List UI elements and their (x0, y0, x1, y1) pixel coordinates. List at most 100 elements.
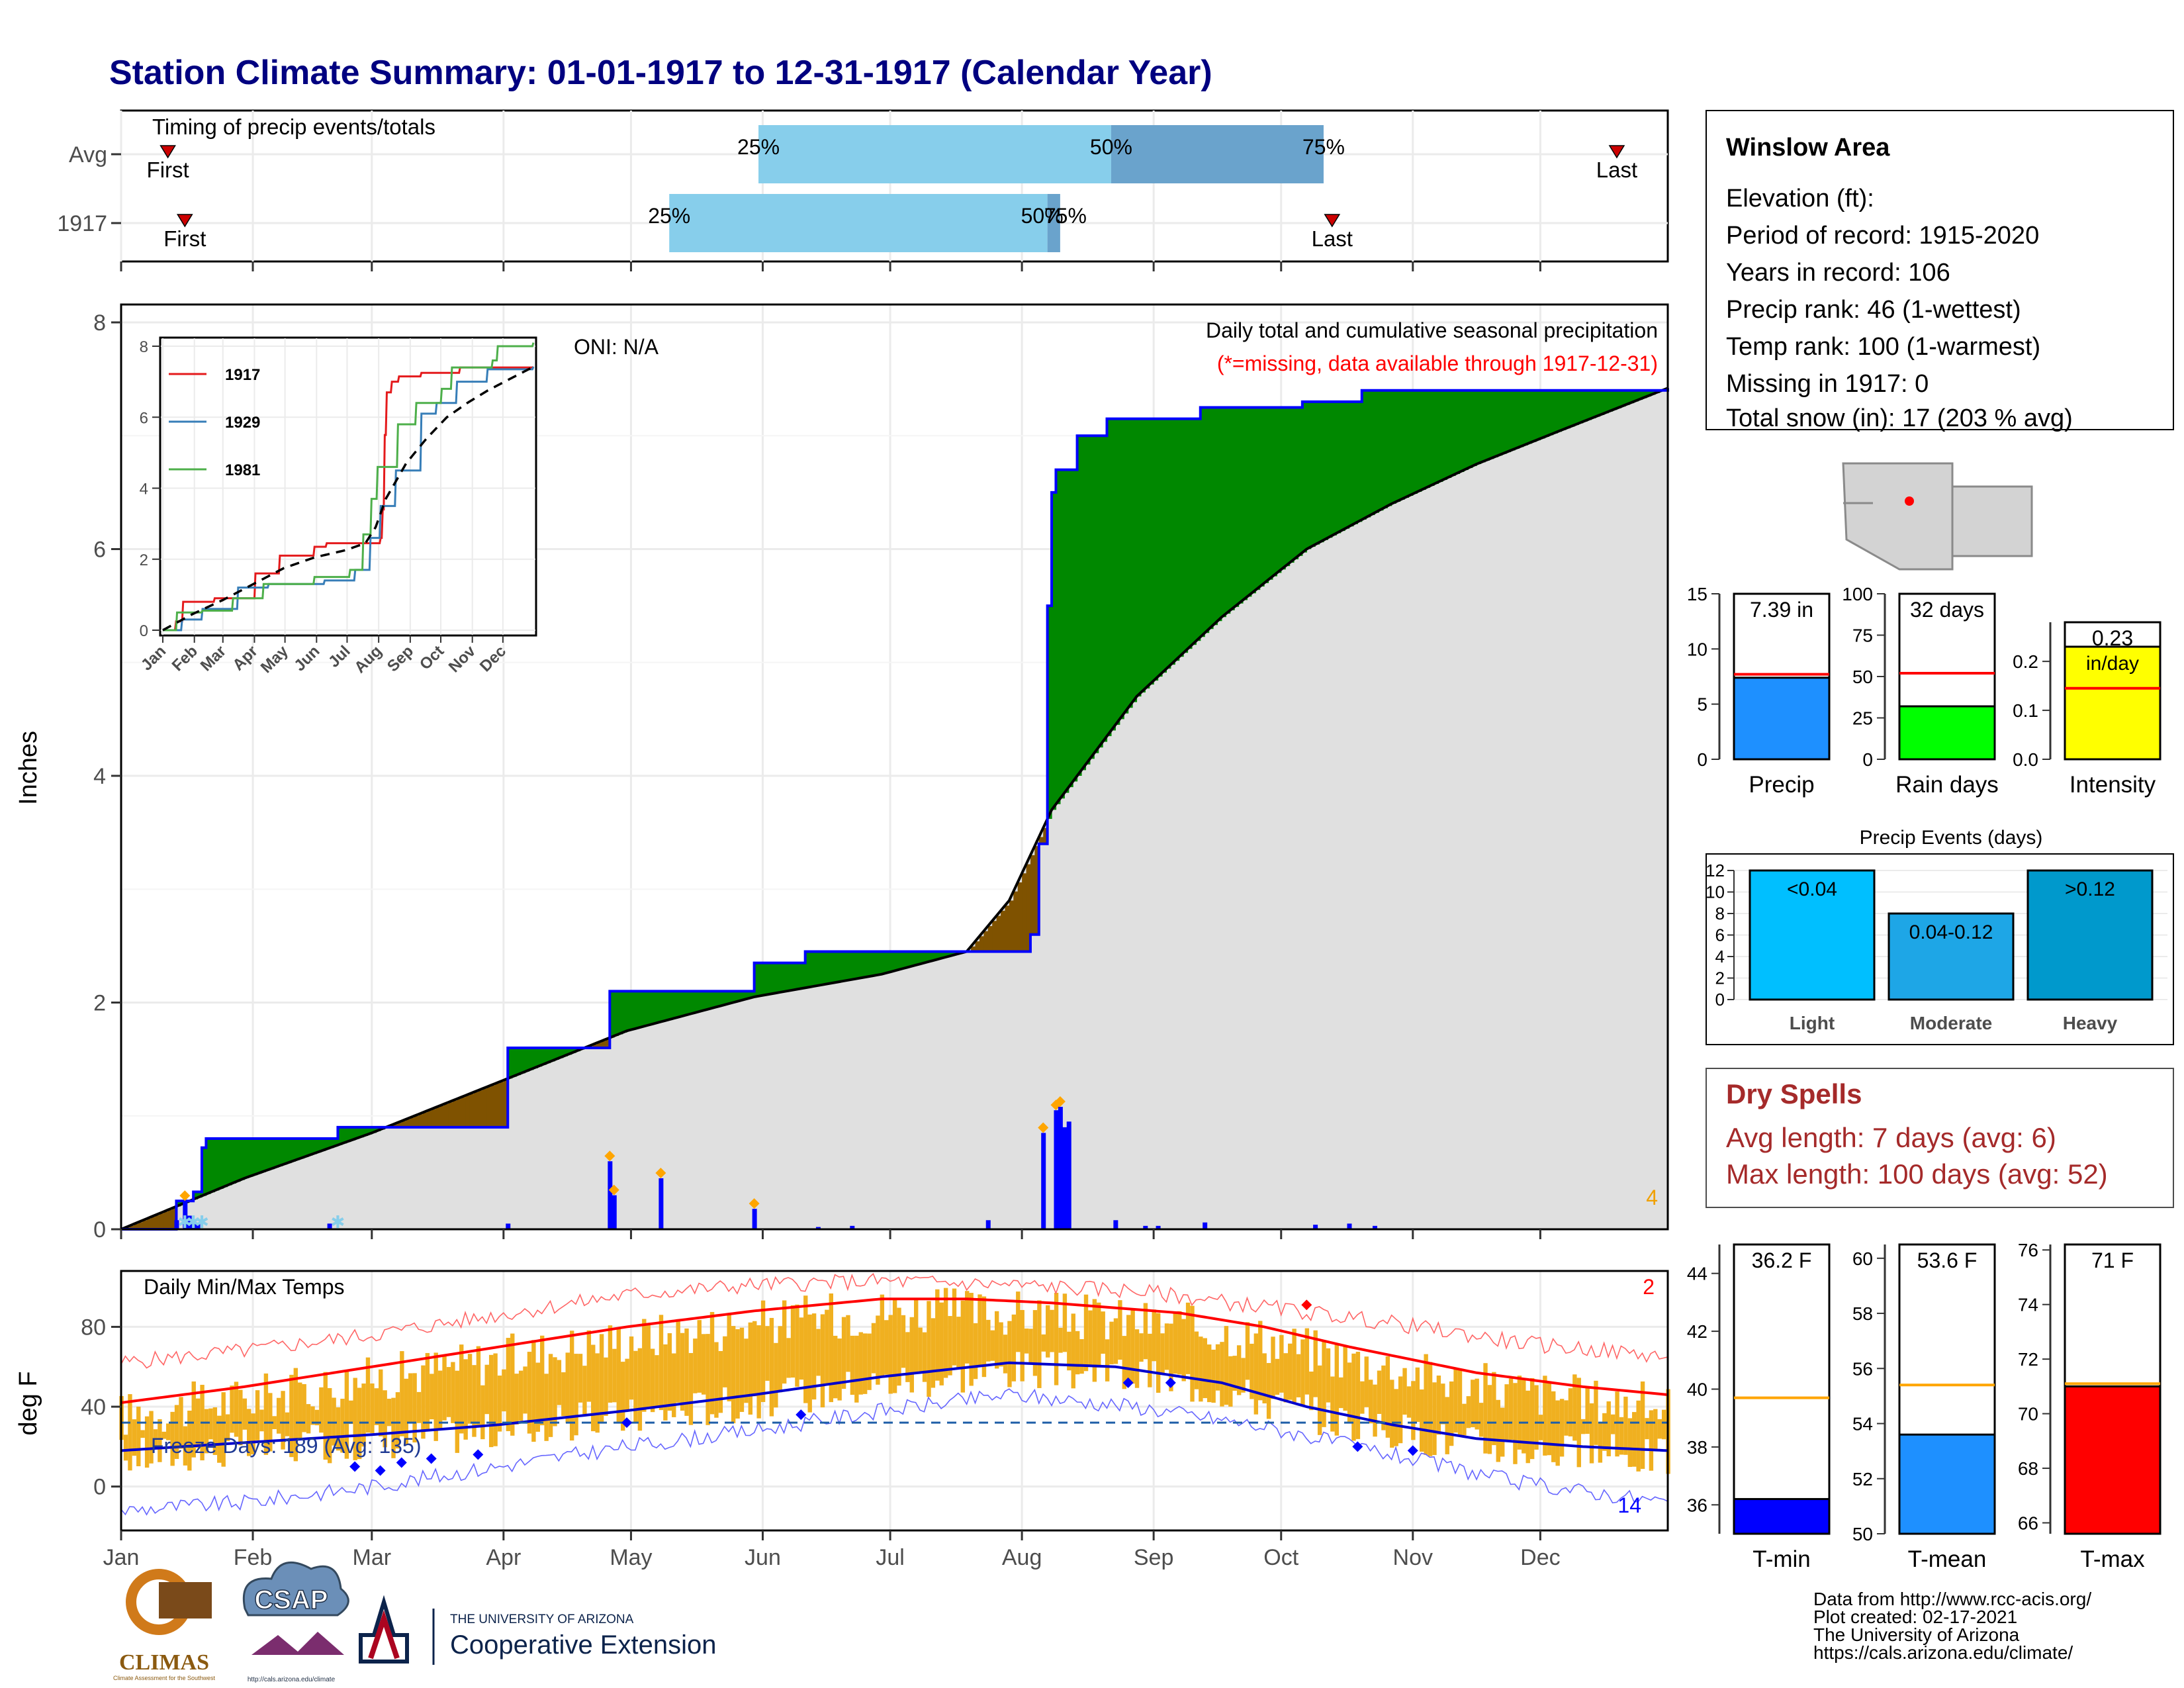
daily-temp-bar (659, 1315, 664, 1411)
daily-temp-bar (1118, 1300, 1122, 1360)
daily-temp-bar (1007, 1321, 1012, 1387)
below-avg-fill (1013, 891, 1019, 952)
below-avg-fill (490, 1085, 496, 1127)
daily-temp-bar (905, 1332, 910, 1382)
daily-temp-bar (446, 1367, 451, 1417)
above-avg-fill (915, 951, 921, 965)
above-avg-fill (1103, 436, 1108, 742)
daily-temp-bar (412, 1373, 417, 1443)
daily-temp-bar (935, 1289, 940, 1381)
timing-first-marker (176, 214, 193, 228)
timing-p25-label: 25% (737, 135, 780, 159)
above-avg-fill (622, 991, 627, 1033)
daily-temp-bar (1194, 1331, 1199, 1389)
daily-temp-bar (1406, 1386, 1412, 1418)
mini-y-tick-label: 58 (1852, 1303, 1873, 1324)
below-avg-fill (592, 1044, 598, 1048)
below-avg-fill (605, 1039, 610, 1048)
daily-precip-bar (608, 1161, 613, 1229)
daily-temp-bar (1415, 1367, 1420, 1423)
daily-temp-bar (1092, 1299, 1097, 1382)
above-avg-fill (1463, 390, 1469, 471)
above-avg-fill (762, 962, 768, 996)
avg-cumulative-line (120, 387, 1668, 1231)
mini-x-label: Intensity (2070, 772, 2156, 798)
daily-temp-bar (225, 1414, 230, 1441)
above-avg-fill (1421, 390, 1426, 491)
temp-y-axis-label: deg F (15, 1371, 42, 1435)
above-avg-fill (1489, 390, 1494, 459)
daily-precip-bar (1054, 1110, 1059, 1229)
daily-temp-bar (739, 1327, 745, 1412)
daily-temp-bar (591, 1344, 596, 1432)
above-avg-fill (316, 1139, 322, 1153)
daily-temp-bar (374, 1388, 379, 1425)
daily-temp-bar (608, 1325, 613, 1403)
footer-credits: Data from http://www.rcc-acis.org/ Plot … (1813, 1589, 2091, 1663)
above-avg-fill (1161, 418, 1167, 673)
above-avg-fill (1349, 401, 1354, 527)
above-avg-fill (355, 1127, 360, 1139)
above-avg-fill (334, 1139, 339, 1147)
climas-logo-text: CLIMAS (119, 1650, 209, 1675)
daily-temp-bar (208, 1408, 213, 1440)
above-avg-fill (1323, 401, 1328, 540)
daily-temp-bar (472, 1365, 477, 1437)
daily-temp-bar (1232, 1356, 1237, 1391)
daily-temp-bar (990, 1330, 995, 1361)
above-avg-fill (269, 1139, 275, 1170)
daily-temp-bar (978, 1294, 982, 1367)
above-avg-fill (877, 951, 882, 975)
above-avg-fill (218, 1139, 224, 1189)
daily-temp-bar (1330, 1376, 1335, 1432)
daily-temp-bar (1627, 1418, 1633, 1468)
daily-temp-bar (506, 1338, 511, 1431)
daily-temp-bar (1351, 1353, 1356, 1441)
events-y-tick-label: 8 (1715, 904, 1725, 923)
station-line-precip-rank: Precip rank: 46 (1-wettest) (1726, 296, 2021, 324)
above-avg-fill (1549, 390, 1554, 436)
precip-plot-frame (120, 303, 1669, 1231)
events-bar (2026, 869, 2154, 1001)
daily-temp-bar (1390, 1380, 1394, 1448)
above-avg-fill (1264, 407, 1269, 583)
daily-temp-bar (1279, 1335, 1284, 1393)
daily-temp-bar (344, 1371, 349, 1459)
record-low-marker (349, 1461, 361, 1472)
below-avg-fill (975, 941, 980, 952)
daily-temp-bar (1245, 1322, 1250, 1380)
above-avg-fill (312, 1139, 317, 1154)
above-avg-fill (1328, 401, 1333, 538)
daily-temp-bar (1215, 1344, 1220, 1391)
above-avg-fill (1208, 407, 1214, 630)
ua-block-a-inner (368, 1610, 400, 1660)
temp-avg-max-line (120, 1297, 1668, 1405)
above-avg-fill (1447, 390, 1452, 479)
above-avg-fill (1298, 407, 1303, 556)
above-avg-fill (1553, 390, 1558, 434)
logos: CLIMAS Climate Assessment for the Southw… (113, 1561, 716, 1683)
daily-temp-bar (433, 1352, 438, 1441)
timing-row-label: 1917 (57, 211, 107, 236)
above-avg-fill (792, 962, 797, 990)
mini-y-tick-label: 25 (1852, 708, 1873, 729)
mini-value-bar (2064, 645, 2161, 761)
month-tick-label: Feb (234, 1545, 273, 1570)
above-avg-fill (1140, 418, 1146, 693)
daily-temp-bar (535, 1362, 540, 1432)
above-avg-fill (201, 1147, 207, 1196)
daily-temp-bar (451, 1362, 455, 1423)
above-avg-fill (890, 951, 895, 972)
daily-temp-bar (931, 1318, 936, 1388)
daily-temp-bar (858, 1332, 863, 1395)
snow-marker (749, 1198, 760, 1209)
above-avg-fill (248, 1139, 253, 1177)
above-avg-fill (1484, 390, 1490, 461)
daily-temp-bar (1024, 1328, 1029, 1354)
below-avg-fill (138, 1222, 143, 1229)
daily-temp-bar (854, 1335, 859, 1403)
above-avg-fill (1268, 407, 1273, 580)
mini-y-tick-label: 0.2 (2013, 651, 2038, 672)
daily-temp-bar (158, 1419, 162, 1462)
